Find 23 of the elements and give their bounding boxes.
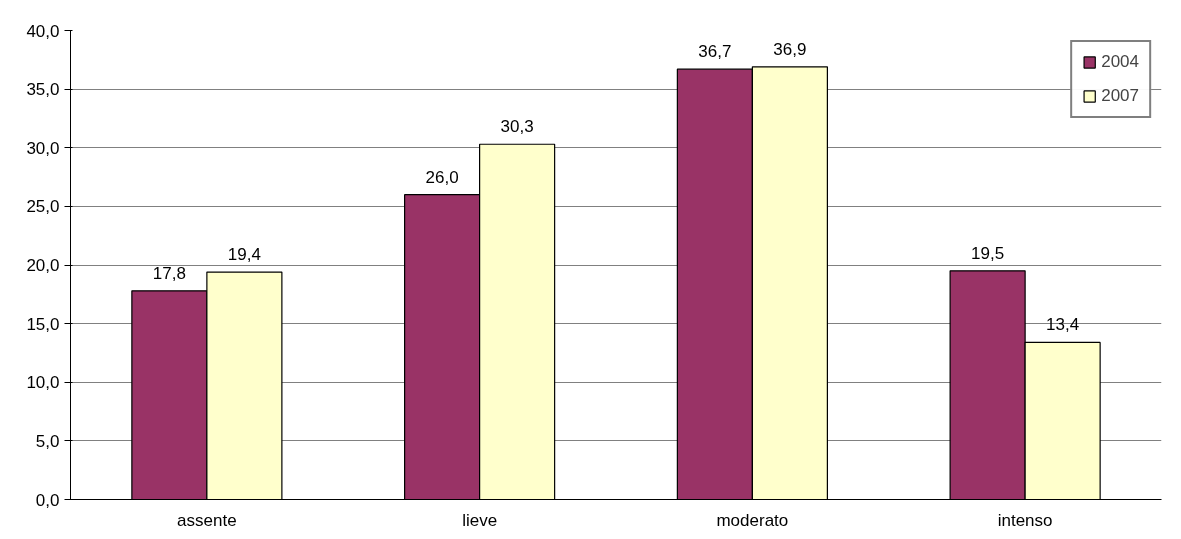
data-label: 19,5: [971, 243, 1005, 263]
data-label: 36,7: [698, 42, 732, 62]
data-label: 36,9: [773, 39, 807, 59]
y-tick-label: 30,0: [26, 138, 60, 158]
data-label: 17,8: [152, 263, 186, 283]
y-tick-label: 40,0: [26, 21, 60, 41]
data-label: 19,4: [227, 245, 261, 265]
legend-label: 2007: [1101, 86, 1139, 106]
y-tick-label: 10,0: [26, 373, 60, 393]
data-label: 26,0: [425, 167, 459, 187]
legend-label: 2004: [1101, 52, 1139, 72]
y-tick-label: 5,0: [35, 431, 60, 451]
data-label: 30,3: [500, 117, 534, 137]
x-tick-label: lieve: [462, 510, 498, 530]
y-tick-label: 0,0: [35, 490, 60, 510]
y-tick-label: 35,0: [26, 80, 60, 100]
y-tick-label: 25,0: [26, 197, 60, 217]
y-tick-label: 15,0: [26, 314, 60, 334]
y-tick-label: 20,0: [26, 256, 60, 275]
x-tick-label: moderato: [716, 510, 789, 530]
x-tick-label: intenso: [997, 510, 1053, 530]
data-label: 13,4: [1046, 315, 1080, 335]
x-tick-label: assente: [177, 510, 237, 530]
